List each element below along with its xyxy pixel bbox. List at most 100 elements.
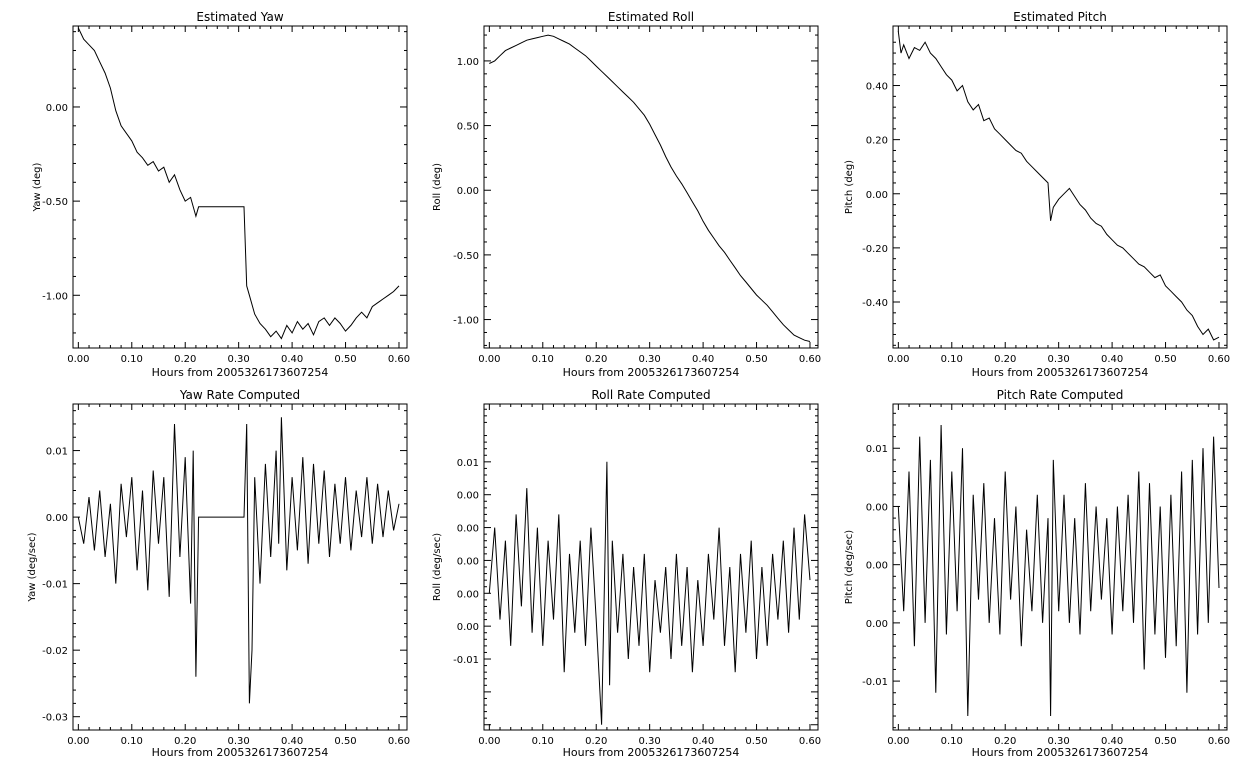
x-tick-label: 0.30 [639, 354, 661, 365]
x-tick-label: 0.20 [585, 736, 607, 747]
y-tick-label: 0.00 [457, 491, 479, 502]
x-tick-label: 0.50 [745, 354, 767, 365]
x-tick-label: 0.10 [121, 354, 143, 365]
x-tick-label: 0.60 [1208, 354, 1230, 365]
x-tick-label: 0.10 [121, 736, 143, 747]
x-tick-label: 0.20 [585, 354, 607, 365]
x-tick-label: 0.30 [1048, 354, 1070, 365]
plot-frame [483, 25, 819, 349]
axis-ticks: 0.00 0.10 0.20 0.30 0.40 0.50 0.60 0.00 -0.50 -1.… [42, 26, 410, 365]
axis-ticks: 0.00 0.10 0.20 0.30 0.40 0.50 0.60 0.40 0.20 0.00… [862, 26, 1230, 365]
x-tick-label: 0.20 [994, 736, 1016, 747]
y-tick-label: 0.40 [866, 82, 888, 93]
x-tick-label: 0.20 [174, 354, 196, 365]
y-tick-label: -1.00 [453, 316, 479, 327]
y-tick-label: 0.01 [46, 447, 68, 458]
y-tick-label: 0.01 [457, 458, 479, 469]
series-line-roll [489, 34, 811, 342]
x-tick-label: 0.00 [478, 354, 500, 365]
chart-title: Estimated Yaw [196, 10, 283, 24]
y-tick-label: 0.00 [457, 524, 479, 535]
x-tick-label: 0.20 [994, 354, 1016, 365]
y-tick-label: 0.00 [457, 622, 479, 633]
plot-frame [892, 403, 1228, 731]
y-axis-label: Yaw (deg) [32, 162, 43, 212]
y-tick-label: 1.00 [457, 57, 479, 68]
x-tick-label: 0.40 [281, 354, 303, 365]
plot-frame [892, 25, 1228, 349]
y-tick-label: -0.02 [42, 646, 68, 657]
y-tick-label: -0.50 [453, 251, 479, 262]
y-tick-label: -0.20 [862, 244, 888, 255]
plot-frame [483, 403, 819, 731]
y-axis-label: Roll (deg/sec) [432, 533, 443, 601]
panel-estimated-yaw: Estimated Yaw Hours from 200532617360725… [32, 10, 410, 379]
x-tick-label: 0.20 [174, 736, 196, 747]
y-tick-label: 0.00 [46, 513, 68, 524]
x-tick-label: 0.50 [1154, 736, 1176, 747]
series-line-pitch [897, 31, 1220, 341]
x-tick-label: 0.40 [692, 736, 714, 747]
x-tick-label: 0.10 [941, 736, 963, 747]
x-tick-label: 0.40 [1101, 736, 1123, 747]
series-line-yaw [77, 27, 400, 340]
x-tick-label: 0.60 [1208, 736, 1230, 747]
y-axis-label: Yaw (deg/sec) [27, 532, 38, 602]
x-tick-label: 0.30 [228, 736, 250, 747]
series-line-yaw-rate [77, 417, 400, 704]
chart-title: Yaw Rate Computed [179, 388, 300, 402]
x-tick-label: 0.60 [388, 354, 410, 365]
x-tick-label: 0.60 [388, 736, 410, 747]
panel-estimated-roll: Estimated Roll Hours from 20053261736072… [432, 10, 821, 379]
y-axis-label: Roll (deg) [432, 163, 443, 211]
x-tick-label: 0.50 [745, 736, 767, 747]
x-tick-label: 0.30 [228, 354, 250, 365]
axis-ticks: 0.00 0.10 0.20 0.30 0.40 0.50 0.60 1.00 0.50 0.00… [453, 26, 821, 365]
x-tick-label: 0.50 [334, 736, 356, 747]
y-tick-label: -1.00 [42, 291, 68, 302]
panel-pitch-rate-computed: Pitch Rate Computed Hours from 200532617… [844, 388, 1230, 759]
y-tick-label: 0.50 [457, 122, 479, 133]
x-axis-label: Hours from 2005326173607254 [152, 366, 329, 379]
plot-frame [72, 403, 408, 731]
x-tick-label: 0.60 [799, 736, 821, 747]
panel-yaw-rate-computed: Yaw Rate Computed Hours from 20053261736… [27, 388, 410, 759]
chart-title: Pitch Rate Computed [997, 388, 1124, 402]
y-tick-label: 0.20 [866, 136, 888, 147]
series-line-roll-rate [488, 461, 811, 725]
y-tick-label: -0.01 [453, 655, 479, 666]
x-tick-label: 0.60 [799, 354, 821, 365]
x-axis-label: Hours from 2005326173607254 [152, 746, 329, 759]
y-tick-label: -0.01 [42, 580, 68, 591]
y-tick-label: 0.01 [866, 444, 888, 455]
x-tick-label: 0.50 [1154, 354, 1176, 365]
axis-ticks: 0.00 0.10 0.20 0.30 0.40 0.50 0.60 0.01 0.00 -0.0… [42, 404, 410, 747]
axis-ticks: 0.00 0.10 0.20 0.30 0.40 0.50 0.60 0.01 0.00 0.00… [862, 404, 1230, 747]
x-tick-label: 0.50 [334, 354, 356, 365]
x-tick-label: 0.10 [532, 354, 554, 365]
y-tick-label: -0.50 [42, 197, 68, 208]
x-tick-label: 0.40 [281, 736, 303, 747]
x-tick-label: 0.30 [639, 736, 661, 747]
y-axis-label: Pitch (deg/sec) [844, 530, 855, 605]
y-tick-label: 0.00 [457, 556, 479, 567]
y-tick-label: 0.00 [866, 619, 888, 630]
y-tick-label: 0.00 [866, 561, 888, 572]
y-tick-label: 0.00 [46, 103, 68, 114]
x-tick-label: 0.40 [1101, 354, 1123, 365]
x-tick-label: 0.30 [1048, 736, 1070, 747]
x-tick-label: 0.00 [67, 736, 89, 747]
panel-roll-rate-computed: Roll Rate Computed Hours from 2005326173… [432, 388, 821, 759]
y-axis-label: Pitch (deg) [844, 160, 855, 214]
chart-title: Roll Rate Computed [591, 388, 710, 402]
x-axis-label: Hours from 2005326173607254 [972, 746, 1149, 759]
x-tick-label: 0.00 [67, 354, 89, 365]
y-tick-label: 0.00 [866, 502, 888, 513]
x-axis-label: Hours from 2005326173607254 [563, 746, 740, 759]
axis-ticks: 0.00 0.10 0.20 0.30 0.40 0.50 0.60 0.01 0.00 0.00… [453, 404, 821, 747]
chart-title: Estimated Pitch [1013, 10, 1107, 24]
y-tick-label: -0.03 [42, 713, 68, 724]
y-tick-label: 0.00 [866, 190, 888, 201]
x-axis-label: Hours from 2005326173607254 [972, 366, 1149, 379]
